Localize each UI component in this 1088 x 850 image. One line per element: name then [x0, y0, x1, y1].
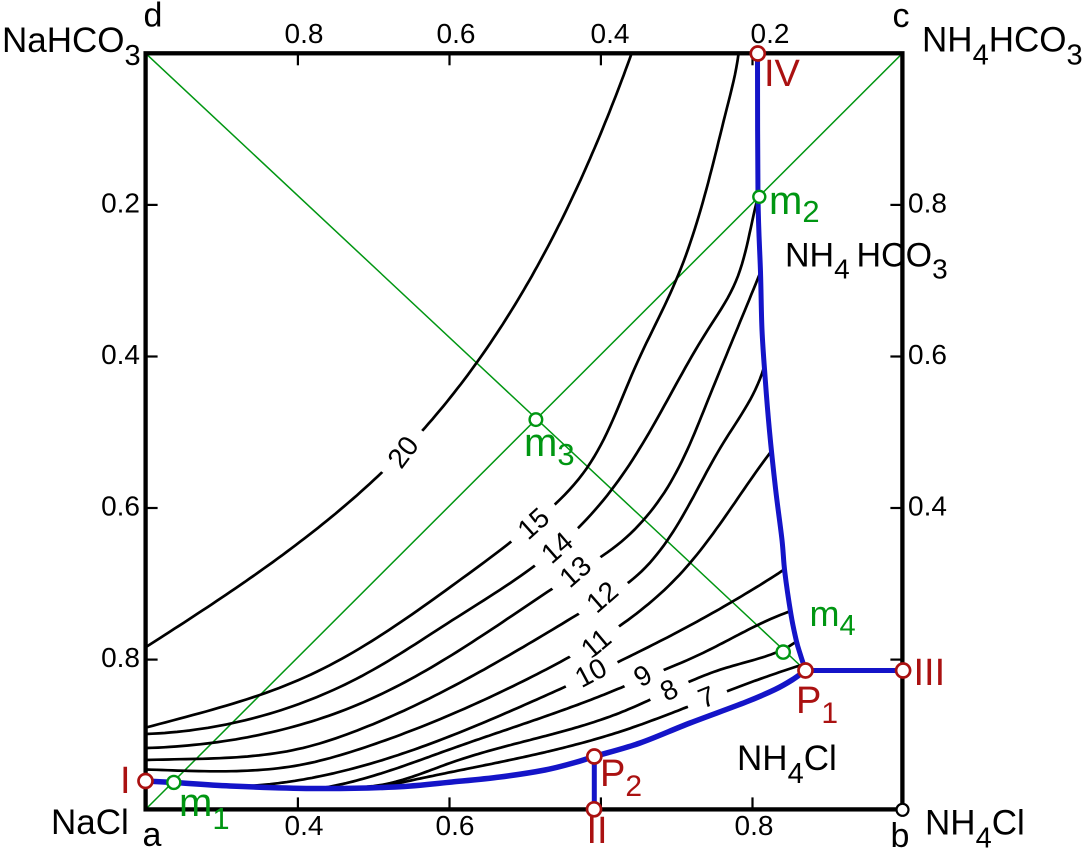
- svg-text:a: a: [143, 816, 162, 850]
- svg-text:0.6: 0.6: [101, 491, 140, 522]
- svg-text:c: c: [893, 0, 910, 35]
- svg-text:NH4Cl: NH4Cl: [737, 739, 837, 790]
- svg-text:NH4 HCO3: NH4 HCO3: [785, 237, 948, 285]
- svg-text:0.8: 0.8: [101, 642, 140, 673]
- svg-text:0.6: 0.6: [437, 18, 476, 49]
- svg-text:0.4: 0.4: [101, 339, 140, 370]
- svg-text:0.4: 0.4: [285, 810, 324, 841]
- svg-text:0.8: 0.8: [285, 18, 324, 49]
- svg-text:0.4: 0.4: [908, 491, 947, 522]
- svg-text:NaCl: NaCl: [51, 803, 129, 842]
- svg-text:IV: IV: [764, 53, 801, 95]
- svg-text:NH4HCO3: NH4HCO3: [922, 21, 1083, 72]
- svg-text:m3: m3: [524, 421, 575, 472]
- svg-text:0.4: 0.4: [591, 18, 630, 49]
- svg-text:II: II: [587, 810, 608, 850]
- svg-text:I: I: [120, 760, 131, 802]
- svg-text:0.8: 0.8: [735, 810, 774, 841]
- svg-text:b: b: [891, 817, 910, 850]
- svg-text:0.6: 0.6: [436, 810, 475, 841]
- svg-text:NaHCO3: NaHCO3: [2, 21, 141, 72]
- svg-text:0.2: 0.2: [101, 187, 140, 218]
- svg-text:0.8: 0.8: [908, 187, 947, 218]
- svg-text:0.6: 0.6: [908, 339, 947, 370]
- svg-text:d: d: [144, 0, 163, 35]
- svg-text:III: III: [914, 652, 946, 694]
- svg-text:NH4Cl: NH4Cl: [925, 804, 1025, 850]
- svg-text:0.2: 0.2: [751, 18, 790, 49]
